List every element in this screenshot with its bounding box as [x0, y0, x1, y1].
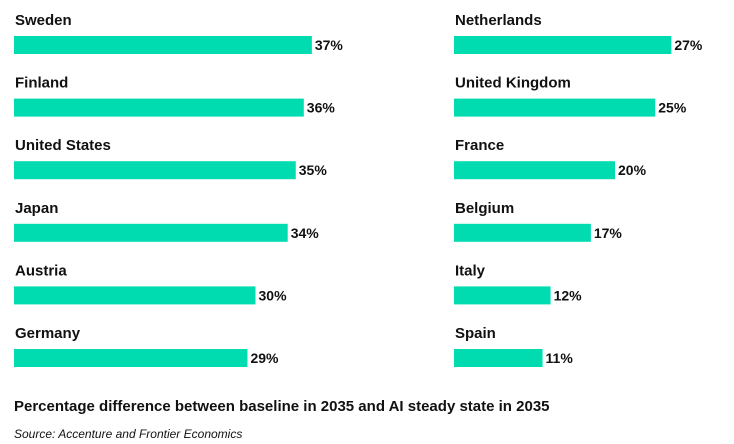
bar — [454, 349, 543, 367]
bar — [14, 98, 304, 117]
country-label: Austria — [15, 262, 67, 279]
value-label: 37% — [315, 37, 344, 53]
country-label: Italy — [455, 262, 486, 279]
country-label: Finland — [15, 75, 68, 92]
bar — [454, 36, 672, 54]
bar — [14, 36, 312, 54]
country-label: United States — [15, 137, 111, 154]
bar — [454, 223, 591, 242]
value-label: 25% — [658, 100, 687, 116]
bar — [14, 223, 288, 242]
country-label: Netherlands — [455, 12, 542, 29]
bar — [454, 98, 656, 117]
bar — [14, 286, 256, 305]
value-label: 17% — [594, 225, 623, 241]
chart-source: Source: Accenture and Frontier Economics — [14, 427, 243, 441]
value-label: 11% — [546, 350, 574, 366]
country-label: France — [455, 137, 504, 154]
value-label: 35% — [299, 162, 328, 178]
value-label: 20% — [618, 162, 647, 178]
value-label: 30% — [259, 287, 288, 303]
bar — [14, 349, 248, 367]
value-label: 34% — [291, 225, 320, 241]
bar — [454, 286, 551, 305]
value-label: 12% — [554, 287, 583, 303]
country-label: Germany — [15, 325, 81, 342]
bar — [454, 161, 615, 180]
country-label: United Kingdom — [455, 75, 571, 92]
value-label: 27% — [674, 37, 703, 53]
country-label: Belgium — [455, 200, 514, 217]
country-label: Japan — [15, 200, 58, 217]
chart-title: Percentage difference between baseline i… — [14, 398, 550, 415]
value-label: 29% — [250, 350, 279, 366]
value-label: 36% — [307, 100, 336, 116]
country-label: Sweden — [15, 12, 72, 29]
bar — [14, 161, 296, 180]
country-label: Spain — [455, 325, 496, 342]
